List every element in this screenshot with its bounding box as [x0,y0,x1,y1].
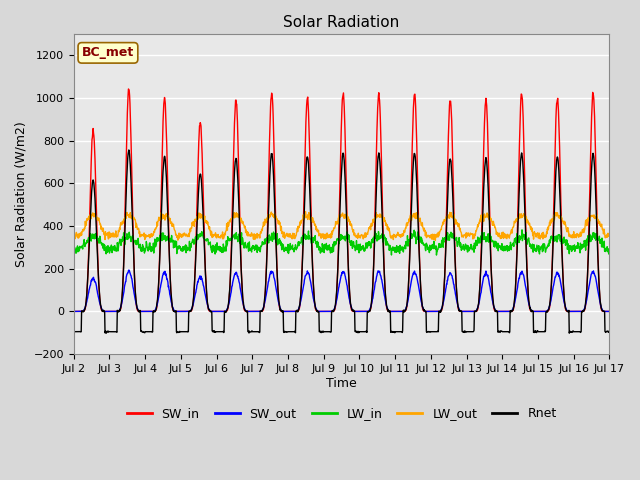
Rnet [542,309,550,315]
Legend: SW_in, SW_out, LW_in, LW_out, Rnet: SW_in, SW_out, LW_in, LW_out, Rnet [122,402,562,425]
Title: Solar Radiation: Solar Radiation [284,15,400,30]
SW_in [249,309,257,314]
SW_out [249,309,257,314]
SW_in [189,300,197,306]
LW_in [424,244,432,250]
Line: LW_in: LW_in [74,230,609,255]
SW_out [605,309,613,314]
SW_out [425,309,433,314]
LW_out [249,231,257,237]
LW_in [518,227,526,233]
Line: SW_in: SW_in [74,89,609,312]
Rnet [425,329,433,335]
SW_in [605,309,613,314]
SW_in [425,309,433,314]
LW_out [605,233,613,239]
LW_out [176,232,184,238]
LW_in [249,243,257,249]
SW_out [189,301,197,307]
LW_out [495,230,503,236]
Text: BC_met: BC_met [82,47,134,60]
Rnet [70,329,77,335]
SW_out [495,309,502,314]
LW_out [542,232,550,238]
SW_out [542,309,550,314]
Y-axis label: Solar Radiation (W/m2): Solar Radiation (W/m2) [15,121,28,267]
X-axis label: Time: Time [326,377,357,390]
Rnet [125,147,132,153]
Line: LW_out: LW_out [74,212,609,240]
SW_out [125,267,132,273]
LW_out [301,209,309,215]
LW_in [605,246,613,252]
Rnet [250,329,257,335]
Line: SW_out: SW_out [74,270,609,312]
SW_out [177,309,184,314]
Rnet [177,329,184,335]
SW_out [70,309,77,314]
LW_in [70,243,77,249]
LW_in [189,236,196,242]
SW_in [70,309,77,314]
LW_out [431,238,439,243]
SW_in [125,86,132,92]
LW_out [70,235,77,240]
LW_in [542,245,550,251]
Rnet [189,295,197,300]
Line: Rnet: Rnet [74,150,609,333]
SW_in [495,309,502,314]
Rnet [605,329,613,335]
LW_out [189,222,196,228]
LW_in [495,244,502,250]
Rnet [102,330,110,336]
LW_in [433,252,440,258]
Rnet [495,328,503,334]
LW_out [425,233,433,239]
SW_in [177,309,184,314]
SW_in [542,309,550,314]
LW_in [176,245,184,251]
